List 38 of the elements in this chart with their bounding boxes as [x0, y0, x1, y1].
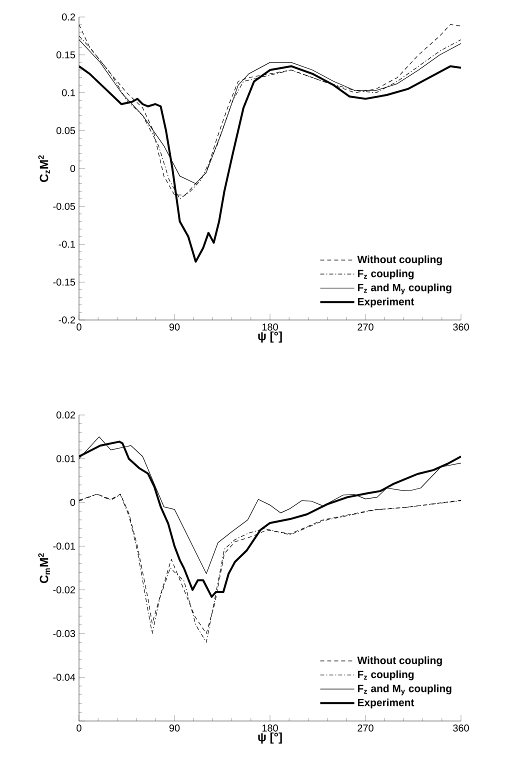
legend-label: F$_{z}$ and M$_{y}$ coupling: [358, 684, 452, 696]
x-tick-label: 180: [262, 724, 278, 732]
legend-label: Experiment: [358, 698, 414, 708]
y-tick-label: 0.15: [56, 51, 76, 58]
x-tick-label: 0: [76, 324, 82, 331]
legend-label: F$_{z}$ coupling: [358, 670, 414, 680]
y-axis-title: C$_{m}$M$^{2}$: [38, 553, 50, 584]
y-tick-label: 0.2: [62, 13, 75, 21]
x-tick-label: 360: [453, 724, 469, 732]
x-tick-label: 180: [262, 324, 278, 331]
x-tick-label: 90: [169, 324, 180, 331]
x-tick-label: 360: [453, 324, 469, 331]
y-tick-label: -0.01: [53, 542, 75, 550]
y-tick-label: -0.02: [53, 586, 75, 594]
x-tick-label: 270: [358, 724, 374, 732]
legend-label: Without coupling: [357, 656, 442, 666]
y-axis-title: C$_{z}$M$^{2}$: [38, 155, 50, 182]
y-tick-label: -0.05: [53, 202, 76, 210]
x-axis-title: ψ [°]: [258, 732, 282, 744]
y-tick-label: -0.1: [58, 240, 75, 248]
legend-label: F$_{z}$ and M$_{y}$ coupling: [358, 284, 452, 294]
y-tick-label: -0.2: [58, 316, 75, 324]
x-tick-label: 270: [358, 324, 374, 331]
y-tick-label: 0.05: [56, 127, 76, 134]
y-tick-label: 0.1: [62, 89, 75, 96]
y-tick-label: -0.04: [53, 674, 76, 681]
y-tick-label: 0: [70, 498, 76, 506]
x-axis-title: ψ [°]: [258, 331, 282, 343]
y-tick-label: 0.01: [56, 455, 75, 462]
y-tick-label: 0.02: [56, 411, 75, 419]
y-tick-label: -0.15: [53, 278, 76, 286]
x-tick-label: 0: [76, 724, 82, 732]
legend-label: Experiment: [358, 298, 414, 308]
y-tick-label: -0.03: [53, 630, 76, 638]
x-tick-label: 90: [169, 724, 180, 732]
legend-label: F$_{z}$ coupling: [358, 270, 414, 280]
legend-label: Without coupling: [357, 255, 442, 266]
y-tick-label: 0: [70, 164, 76, 172]
